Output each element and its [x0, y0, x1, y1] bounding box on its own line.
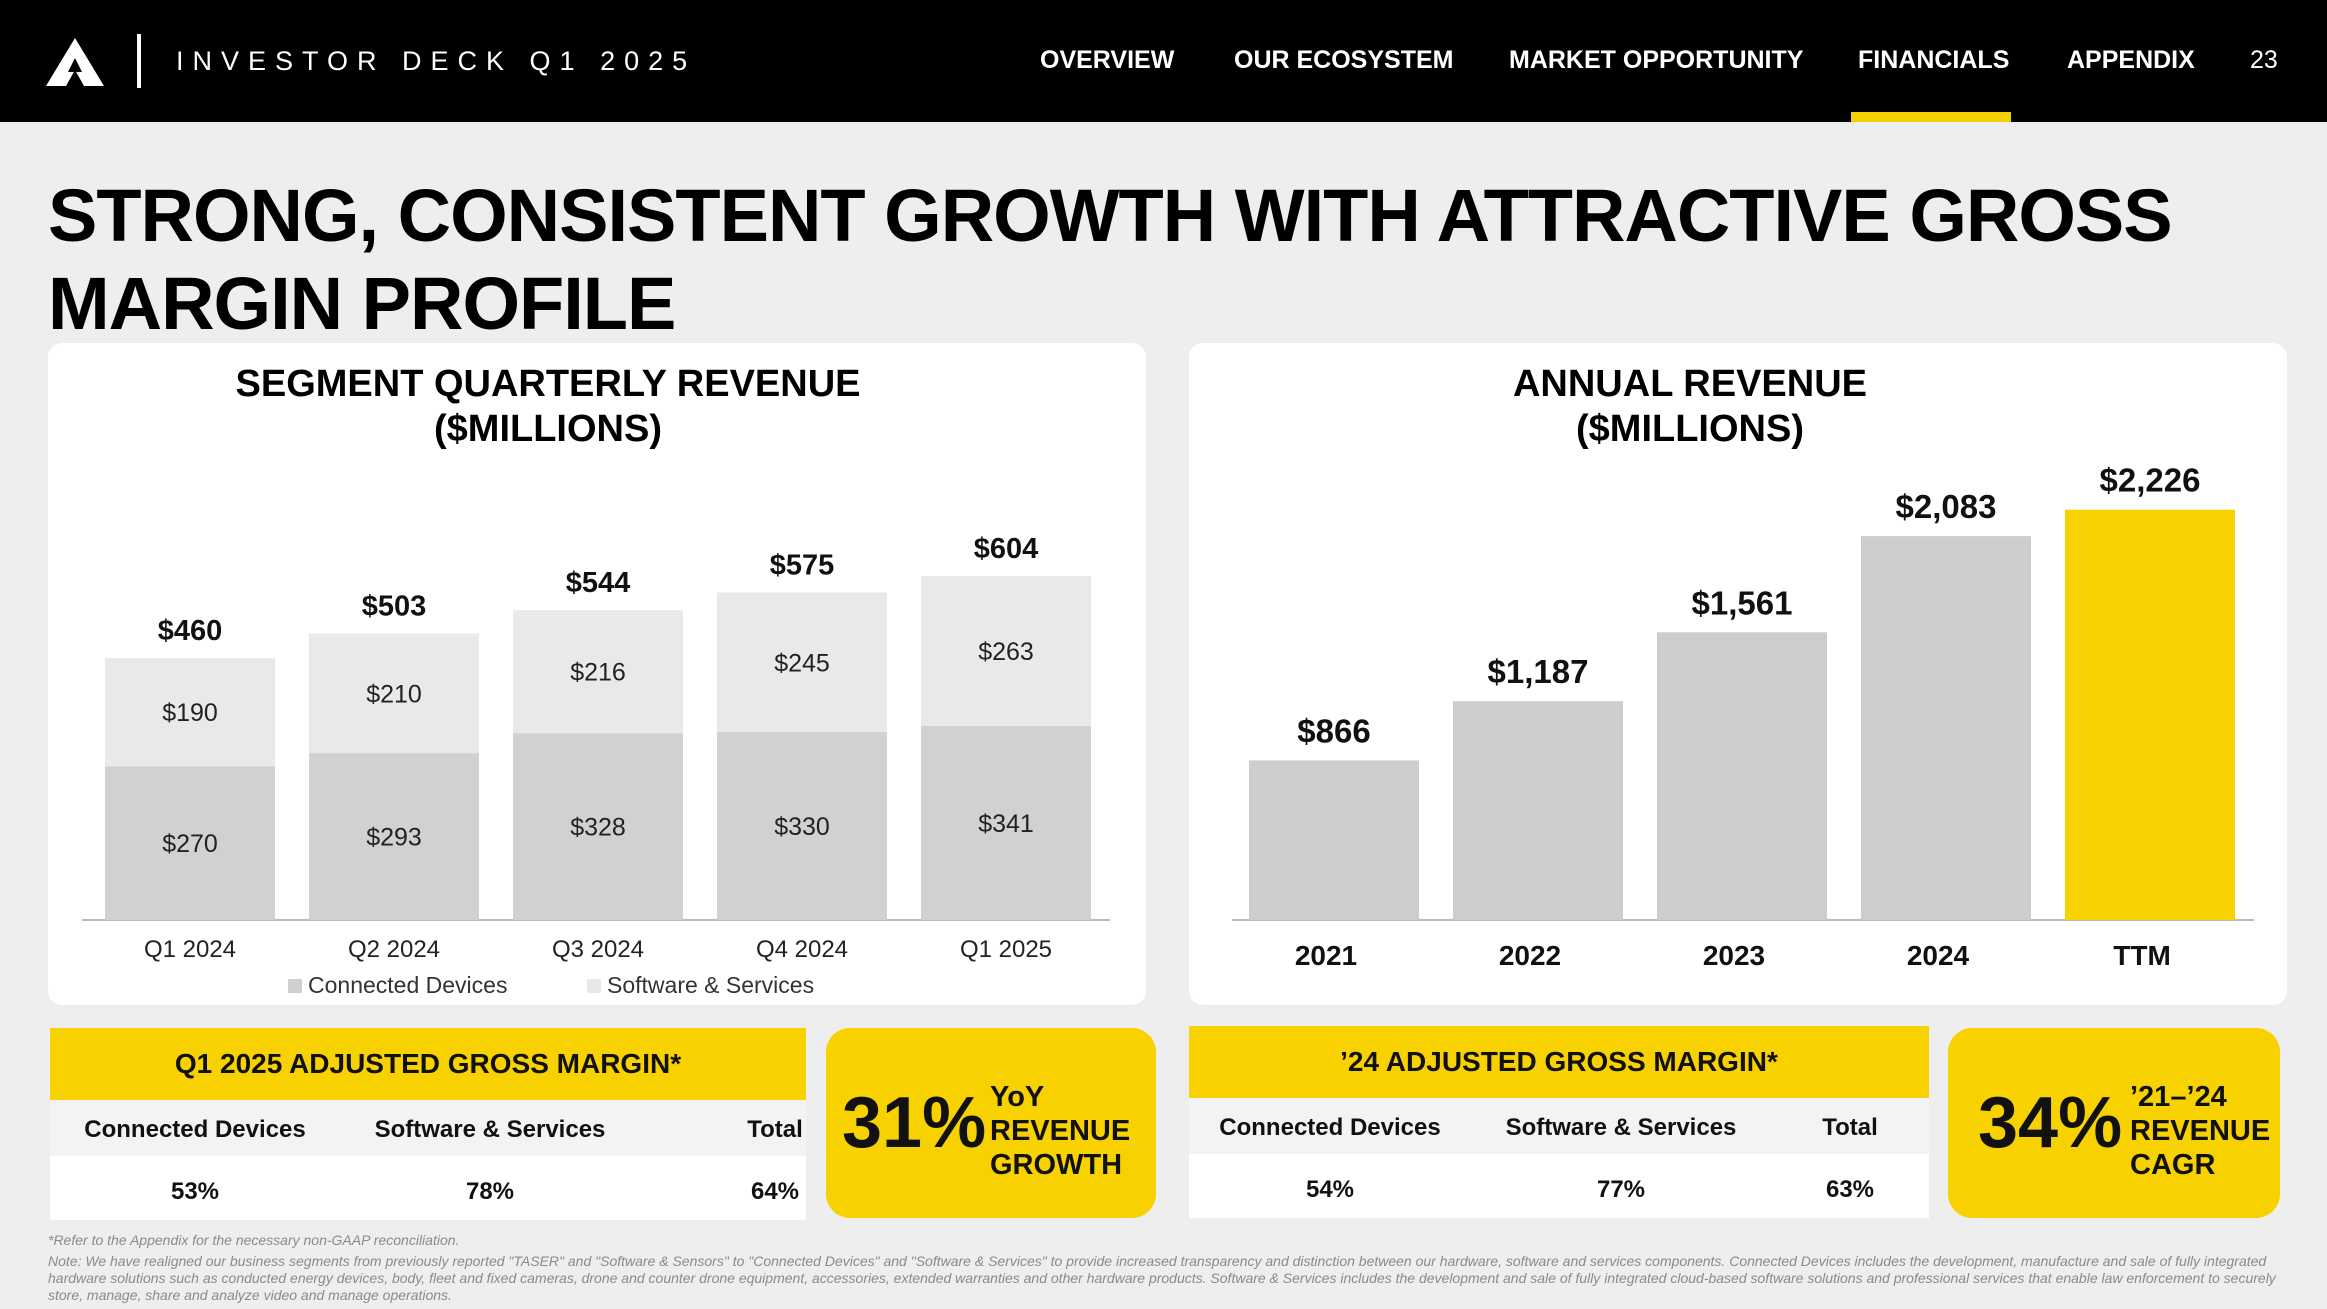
fy24-col-software-services: Software & Services	[1505, 1114, 1737, 1141]
page-number: 23	[2250, 46, 2278, 74]
q1-margin-header-row	[50, 1100, 806, 1156]
fy24-col-total: Total	[1822, 1114, 1878, 1141]
segment-chart-title: SEGMENT QUARTERLY REVENUE ($MILLIONS)	[48, 362, 1048, 452]
q1-col-connected-devices: Connected Devices	[84, 1116, 306, 1143]
legend-software-services: Software & Services	[587, 972, 814, 999]
cagr-label: ’21–’24 REVENUE CAGR	[2130, 1080, 2270, 1182]
legend-connected-devices: Connected Devices	[288, 972, 507, 999]
nav-market-opportunity[interactable]: MARKET OPPORTUNITY	[1509, 46, 1804, 74]
nav-active-indicator	[1851, 112, 2011, 122]
legend-label-connected-devices: Connected Devices	[308, 972, 508, 998]
yoy-growth-label-line-3: GROWTH	[990, 1149, 1123, 1181]
cagr-label-line-1: ’21–’24	[2130, 1081, 2227, 1113]
nav-appendix[interactable]: APPENDIX	[2067, 46, 2195, 74]
cagr-label-line-3: CAGR	[2130, 1149, 2216, 1181]
fy24-col-connected-devices: Connected Devices	[1219, 1114, 1441, 1141]
q1-col-software-services: Software & Services	[374, 1116, 606, 1143]
legend-swatch-connected-devices	[288, 978, 302, 993]
fy24-value-total: 63%	[1825, 1176, 1875, 1203]
cagr-value: 34%	[1978, 1083, 2123, 1163]
headline-line-1: STRONG, CONSISTENT GROWTH WITH ATTRACTIV…	[48, 174, 2173, 257]
yoy-growth-label: YoY REVENUE GROWTH	[990, 1080, 1130, 1182]
yoy-growth-label-line-1: YoY	[990, 1081, 1045, 1113]
annual-chart-subtitle: ($MILLIONS)	[1576, 408, 1804, 450]
yoy-growth-value: 31%	[842, 1083, 987, 1163]
page-headline: STRONG, CONSISTENT GROWTH WITH ATTRACTIV…	[48, 172, 2248, 348]
nav-overview[interactable]: OVERVIEW	[1040, 46, 1175, 74]
fy24-margin-header-row	[1189, 1098, 1929, 1154]
fy24-value-connected-devices: 54%	[1305, 1176, 1355, 1203]
legend-label-software-services: Software & Services	[607, 972, 815, 998]
fy24-margin-table: Connected Devices Software & Services To…	[1189, 1098, 1929, 1218]
headline-line-2: MARGIN PROFILE	[48, 262, 676, 345]
deck-title: INVESTOR DECK Q1 2025	[176, 46, 697, 76]
cagr-callout: 34% ’21–’24 REVENUE CAGR	[1948, 1028, 2280, 1218]
q1-col-total: Total	[747, 1116, 803, 1143]
q1-value-software-services: 78%	[465, 1178, 515, 1205]
legend-swatch-software-services	[587, 978, 601, 993]
yoy-growth-label-line-2: REVENUE	[990, 1115, 1131, 1147]
q1-value-total: 64%	[750, 1178, 800, 1205]
fy24-margin-header: ’24 ADJUSTED GROSS MARGIN*	[1189, 1026, 1929, 1098]
q1-margin-table: Connected Devices Software & Services To…	[50, 1100, 806, 1220]
annual-chart-title-line: ANNUAL REVENUE	[1512, 363, 1867, 405]
top-navigation-bar: INVESTOR DECK Q1 2025 OVERVIEW OUR ECOSY…	[0, 0, 2327, 122]
footnote-non-gaap: *Refer to the Appendix for the necessary…	[48, 1232, 460, 1248]
segment-chart-subtitle: ($MILLIONS)	[434, 408, 662, 450]
annual-chart-title: ANNUAL REVENUE ($MILLIONS)	[1390, 362, 1990, 452]
segment-chart-title-line: SEGMENT QUARTERLY REVENUE	[235, 363, 861, 405]
axon-delta-logo-icon[interactable]	[44, 36, 106, 88]
q1-value-connected-devices: 53%	[170, 1178, 220, 1205]
yoy-growth-callout: 31% YoY REVENUE GROWTH	[826, 1028, 1156, 1218]
nav-our-ecosystem[interactable]: OUR ECOSYSTEM	[1234, 46, 1454, 74]
nav-financials[interactable]: FINANCIALS	[1858, 46, 2010, 74]
q1-margin-header: Q1 2025 ADJUSTED GROSS MARGIN*	[50, 1028, 806, 1100]
logo-divider	[137, 34, 141, 88]
fy24-value-software-services: 77%	[1596, 1176, 1646, 1203]
cagr-label-line-2: REVENUE	[2130, 1115, 2271, 1147]
footnote-segment-note: Note: We have realigned our business seg…	[48, 1253, 2276, 1303]
